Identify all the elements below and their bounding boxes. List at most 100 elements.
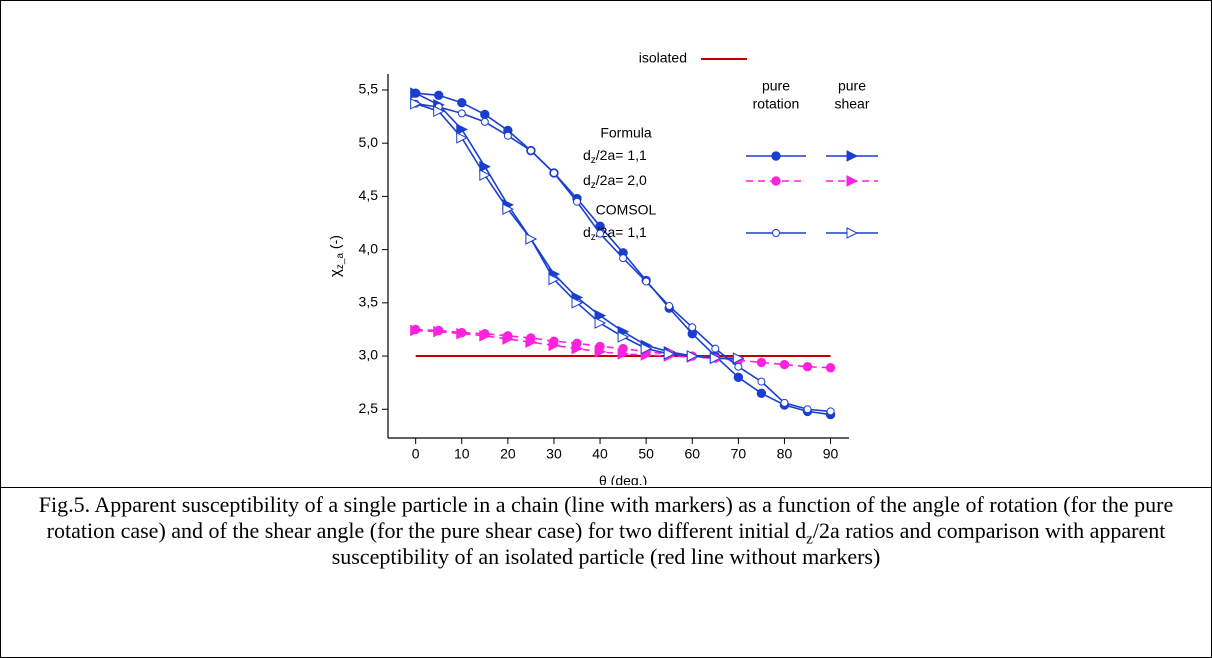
- marker: [757, 377, 766, 386]
- marker: [642, 277, 651, 286]
- x-tick-label: 70: [731, 446, 747, 462]
- legend-marker: [771, 151, 781, 161]
- marker: [617, 331, 630, 343]
- series-line: [415, 103, 739, 359]
- x-tick-label: 0: [412, 446, 420, 462]
- caption-text: Fig.5. Apparent susceptibility of a sing…: [38, 492, 1174, 543]
- legend-label: dz/2a= 1,1: [583, 224, 647, 243]
- legend-label: isolated: [639, 50, 687, 66]
- marker: [480, 117, 489, 126]
- legend-label: dz/2a= 2,0: [583, 172, 647, 191]
- marker: [548, 339, 561, 352]
- marker: [711, 344, 720, 353]
- x-tick-label: 50: [638, 446, 654, 462]
- marker: [525, 233, 538, 245]
- x-tick-label: 60: [684, 446, 700, 462]
- marker: [502, 203, 514, 215]
- x-tick-label: 20: [500, 446, 516, 462]
- marker: [503, 131, 512, 140]
- marker: [526, 146, 535, 155]
- marker: [480, 109, 490, 120]
- legend-label-subscript: z: [591, 232, 596, 243]
- marker: [665, 302, 674, 311]
- marker: [571, 297, 584, 309]
- y-tick-label: 3,0: [359, 347, 379, 363]
- legend-label-subscript: z: [591, 155, 596, 166]
- legend-label-part: d: [583, 147, 591, 163]
- legend-marker: [846, 150, 859, 162]
- marker: [640, 342, 653, 355]
- marker: [594, 309, 607, 322]
- y-tick-label: 5,0: [359, 134, 379, 150]
- marker: [410, 87, 422, 99]
- marker: [548, 273, 561, 286]
- y-axis-label: χz_a (-): [327, 235, 346, 277]
- y-label-unit: (-): [327, 235, 343, 253]
- marker: [732, 352, 745, 364]
- y-label-symbol: χ: [327, 269, 344, 277]
- marker: [456, 123, 468, 136]
- legend-marker: [771, 176, 781, 186]
- marker: [594, 345, 607, 358]
- marker: [502, 333, 514, 345]
- x-tick-label: 80: [777, 446, 793, 462]
- legend-label-part: d: [583, 172, 591, 188]
- legend-label-part: d: [583, 224, 591, 240]
- caption-text: /2a ratios and comparison with apparent …: [331, 518, 1166, 569]
- legend-column-header: rotation: [753, 96, 800, 112]
- legend-label-part: /2a= 1,1: [596, 147, 647, 163]
- marker: [457, 109, 466, 118]
- chart: 0 10 20 30 40 50 60 70 80 90 2,5 3,0 3,5 4,0 4,5 5,0 5,5…: [327, 50, 878, 485]
- x-tick-label: 10: [454, 446, 470, 462]
- x-axis-label: θ (deg.): [599, 473, 647, 485]
- marker: [663, 348, 676, 360]
- marker: [733, 372, 744, 383]
- legend-label-part: /2a= 1,1: [596, 224, 647, 240]
- marker: [479, 169, 491, 181]
- y-tick-label: 5,5: [359, 81, 379, 97]
- marker: [433, 105, 445, 118]
- marker: [573, 197, 582, 206]
- marker: [457, 98, 467, 108]
- legend-column-header: pure: [838, 78, 866, 94]
- marker: [825, 363, 836, 373]
- caption-subscript: z: [806, 531, 813, 548]
- marker: [803, 405, 812, 414]
- marker: [596, 229, 605, 238]
- marker: [549, 168, 558, 177]
- marker: [688, 323, 697, 332]
- legend-column-header: pure: [762, 78, 790, 94]
- y-tick-label: 4,5: [359, 187, 379, 203]
- caption: Fig.5. Apparent susceptibility of a sing…: [1, 487, 1211, 657]
- marker: [619, 254, 628, 263]
- marker: [410, 324, 422, 337]
- legend-marker: [846, 227, 859, 239]
- series-line: [415, 92, 739, 361]
- legend-column-header: shear: [834, 96, 869, 112]
- y-label-subscript: z_a: [335, 253, 346, 270]
- legend-group-label: COMSOL: [596, 202, 657, 218]
- marker: [571, 342, 584, 355]
- marker: [802, 361, 813, 372]
- marker: [709, 352, 722, 364]
- marker: [433, 325, 445, 338]
- marker: [780, 398, 789, 407]
- marker: [756, 388, 767, 398]
- marker: [734, 362, 743, 371]
- y-tick-label: 4,0: [359, 240, 379, 256]
- marker: [456, 327, 468, 340]
- marker: [594, 317, 607, 329]
- x-tick-label: 40: [592, 446, 608, 462]
- marker: [756, 357, 767, 368]
- legend-marker: [846, 175, 859, 187]
- legend-label-part: /2a= 2,0: [596, 172, 647, 188]
- legend-label: dz/2a= 1,1: [583, 147, 647, 166]
- marker: [479, 330, 491, 342]
- y-tick-label: 2,5: [359, 400, 379, 416]
- marker: [826, 407, 835, 416]
- legend-group-label: Formula: [600, 125, 652, 141]
- legend-marker: [772, 229, 780, 237]
- x-tick-label: 90: [823, 446, 839, 462]
- marker: [686, 350, 699, 362]
